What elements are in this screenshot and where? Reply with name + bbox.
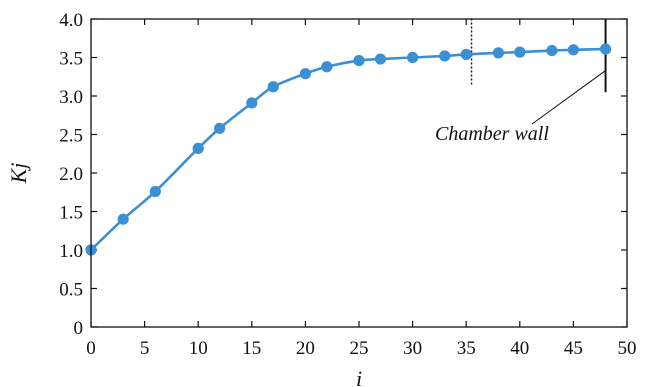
annotations: Chamber wall [435, 70, 606, 145]
x-tick-label: 40 [510, 338, 529, 359]
y-tick-label: 0 [74, 318, 84, 339]
annotation-leader [531, 70, 606, 125]
y-axis-title: Kj [6, 163, 31, 185]
x-axis-title: i [356, 366, 362, 387]
x-tick-label: 35 [457, 338, 476, 359]
x-tick-label: 25 [350, 338, 369, 359]
x-tick-label: 50 [618, 338, 637, 359]
data-point [353, 54, 365, 67]
ticks: 0 5 10 15 20 25 30 35 40 45 50 0 0.5 1.0 1.5 2.0 2.5 3.0 3… [59, 10, 636, 359]
data-point [439, 50, 451, 62]
x-tick-label: 0 [86, 338, 96, 359]
chamber-wall-label: Chamber wall [435, 123, 549, 145]
data-point [214, 122, 226, 134]
series-line [90, 47, 606, 251]
data-point [599, 43, 612, 55]
y-tick-label: 2.0 [59, 164, 83, 185]
x-tick-label: 30 [403, 338, 422, 359]
data-point [460, 48, 472, 61]
data-point [117, 213, 129, 225]
y-tick-label: 3.5 [59, 49, 83, 70]
data-point [267, 81, 279, 93]
data-point [246, 97, 258, 109]
x-tick-label: 45 [564, 338, 583, 359]
plot-frame [90, 18, 628, 328]
x-tick-label: 15 [242, 338, 261, 359]
data-point [192, 142, 204, 154]
y-tick-label: 0.5 [59, 280, 83, 301]
x-tick-label: 10 [189, 338, 208, 359]
y-tick-label: 3.0 [59, 87, 83, 108]
series [85, 43, 612, 256]
data-point [492, 47, 504, 59]
data-point [149, 185, 161, 198]
data-point [299, 68, 311, 80]
y-tick-label: 4.0 [59, 10, 83, 31]
x-tick-label: 20 [296, 338, 315, 359]
reference-lines [470, 19, 607, 93]
data-point [321, 61, 333, 73]
x-tick-label: 5 [140, 338, 150, 359]
data-point [546, 44, 558, 57]
y-tick-label: 2.5 [59, 126, 83, 147]
y-tick-label: 1.5 [59, 203, 83, 224]
data-point [567, 44, 580, 56]
data-point [374, 53, 387, 65]
data-point [407, 51, 419, 64]
data-point [514, 46, 526, 58]
y-tick-label: 1.0 [59, 241, 83, 262]
